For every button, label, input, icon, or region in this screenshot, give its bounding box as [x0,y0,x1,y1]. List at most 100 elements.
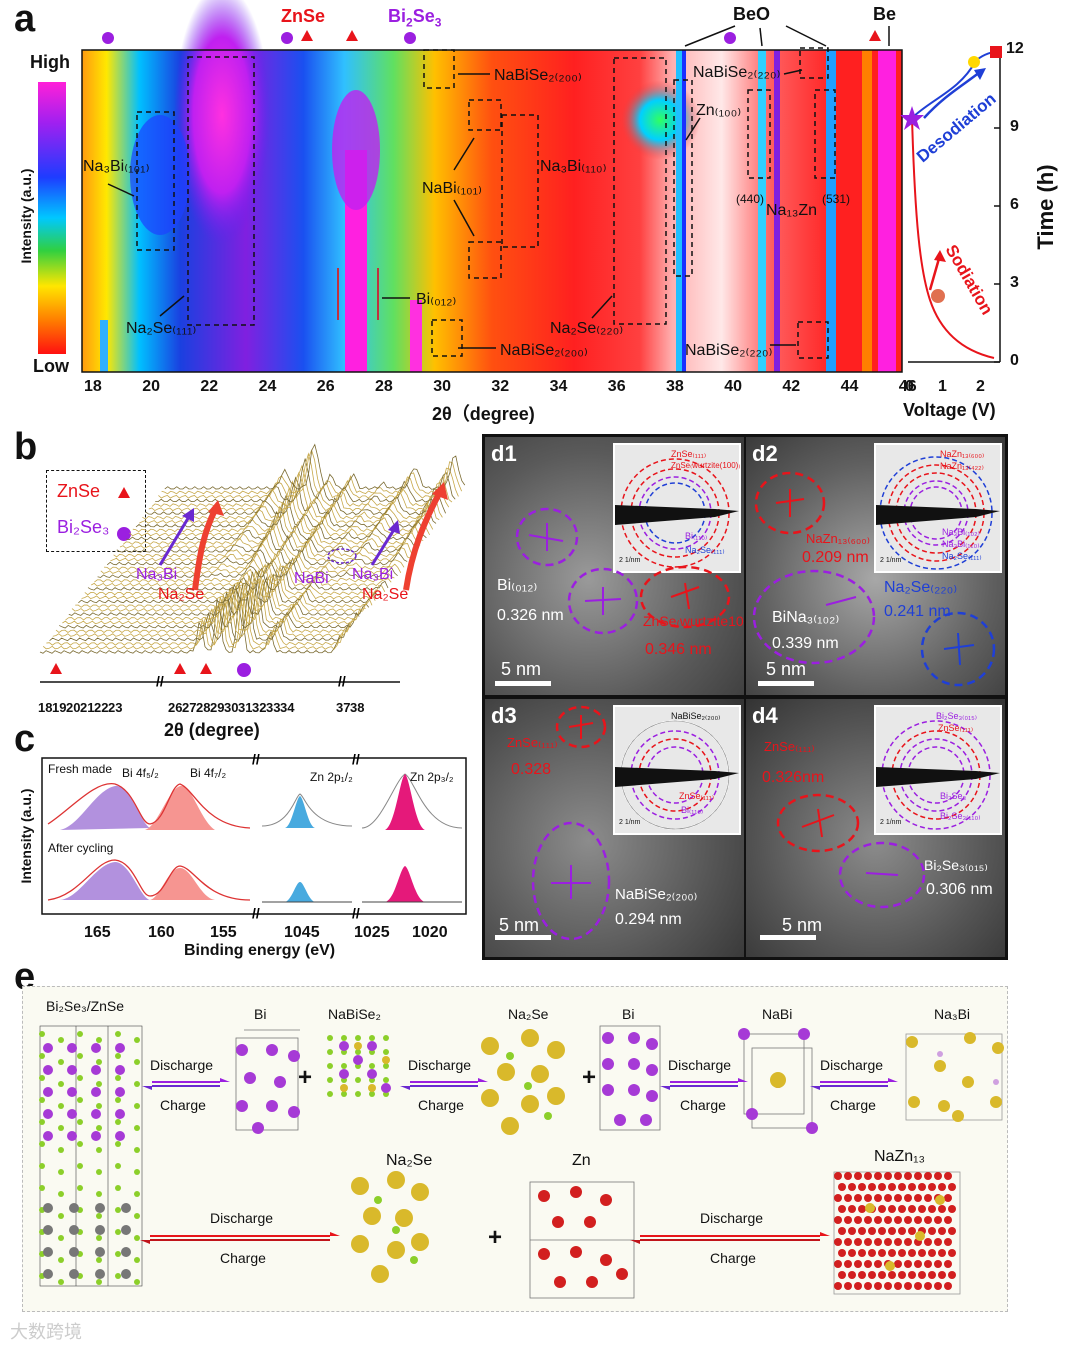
atom [924,1260,932,1268]
atom [874,1260,882,1268]
d3-ring2: ZnSe₍₁₁₁₎ [679,791,715,801]
atom [838,1205,846,1213]
atom [848,1205,856,1213]
atom [355,1049,361,1055]
atom [134,1103,140,1109]
atom [244,1072,256,1084]
e-nazn13: NaZn₁₃ [874,1148,926,1165]
panel-a-xticks: 18 20 22 24 26 28 30 32 34 36 38 40 42 44 46 [82,378,917,400]
d2-bina-d: 0.339 nm [772,635,839,652]
atom [914,1282,922,1290]
atom [938,1205,946,1213]
atom [948,1249,956,1257]
panel-a-xlabel: 2θ（degree) [432,404,535,424]
xrd-spectrum-trace [62,579,363,625]
d2-na2se-d: 0.241 nm [884,603,951,620]
panel-b-xticks: 18 19 20 21 22 23 26 27 28 29 30 31 32 33 34 37 38 [38,700,398,718]
volt-ylabel: Time (h) [1033,164,1058,250]
colorbar-axis-label: Intensity (a.u.) [18,168,34,264]
b-xtick: 37 [336,700,351,715]
atom [834,1260,842,1268]
atom [115,1053,121,1059]
xrd-spectrum-trace [151,464,453,507]
watermark: 大数跨境 [10,1322,82,1343]
atom [854,1216,862,1224]
atom [908,1183,916,1191]
atom [95,1203,105,1213]
ann-nabise2-220-bot: NaBiSe₂₍₂₂₀₎ [685,342,773,359]
atom [834,1172,842,1180]
d1-ring-bi: Bi₍₁₁₀₎ [685,531,708,541]
b-xtick: 19 [52,700,67,715]
e-plus-2: + [582,1064,597,1091]
xrd-spectrum-trace [78,571,379,604]
atom [91,1065,101,1075]
atom [341,1091,347,1097]
atom [77,1097,83,1103]
panel-c-label: c [14,718,36,760]
atom [134,1279,140,1285]
atom [924,1282,932,1290]
b-xtick: 22 [94,700,109,715]
a-xtick: 44 [840,378,859,395]
atom [934,1238,942,1246]
atom [58,1147,64,1153]
top-label-znse: ZnSe [281,6,326,26]
atom [77,1185,83,1191]
atom [944,1172,952,1180]
ann-nabise2-200-top: NaBiSe₂₍₂₀₀₎ [494,67,582,84]
atom [904,1260,912,1268]
atom [874,1172,882,1180]
d4-scale: 5 nm [782,915,823,935]
atom [944,1282,952,1290]
d4-inset-scale: 2 1/nm [880,819,902,826]
atom [894,1282,902,1290]
atom [58,1081,64,1087]
ann-nabise2-200-bot: NaBiSe₂₍₂₀₀₎ [500,342,588,359]
a-xtick: 30 [433,378,451,395]
c-xtick-160: 160 [148,924,175,941]
d4-znse: ZnSe₍₁₁₁₎ [764,739,815,754]
atom [288,1106,300,1118]
atom [369,1091,375,1097]
xrd-spectrum-trace [49,590,350,642]
atom [252,1122,264,1134]
atom [96,1059,102,1065]
atom [898,1205,906,1213]
ann-bi-012: Bi₍₀₁₂₎ [416,291,457,308]
atom [115,1163,121,1169]
xrd-spectrum-trace [87,565,389,591]
xrd-spectrum-trace [106,549,408,566]
b-xtick: 31 [238,700,253,715]
atom [367,1069,377,1079]
ann-531: (531) [822,192,851,206]
a-xtick: 42 [782,378,801,395]
a-xtick: 26 [316,378,335,395]
volt-xlabel: Voltage (V) [903,400,996,420]
atom [938,1271,946,1279]
d4-label: d4 [752,703,778,728]
atom [96,1125,102,1131]
atom [354,1042,362,1050]
b-xtick: 20 [66,700,81,715]
d1-ring-znse2: ZnSe₍wurtzite(100)₎ [671,461,741,470]
atom [134,1059,140,1065]
ann-440: (440) [736,192,765,206]
d2-na2se: Na₂Se₍₂₂₀₎ [884,579,958,596]
xrd-spectrum-trace [71,573,373,612]
atom [410,1256,418,1264]
atom [134,1213,140,1219]
atom [121,1247,131,1257]
atom [134,1125,140,1131]
b-xtick: 28 [196,700,211,715]
atom [944,1260,952,1268]
atom [924,1238,932,1246]
e-plus-1: + [298,1064,313,1091]
atom [908,1271,916,1279]
atom [95,1269,105,1279]
atom [411,1183,429,1201]
atom [497,1063,515,1081]
atom [848,1183,856,1191]
atom [96,1037,102,1043]
atom [339,1069,349,1079]
